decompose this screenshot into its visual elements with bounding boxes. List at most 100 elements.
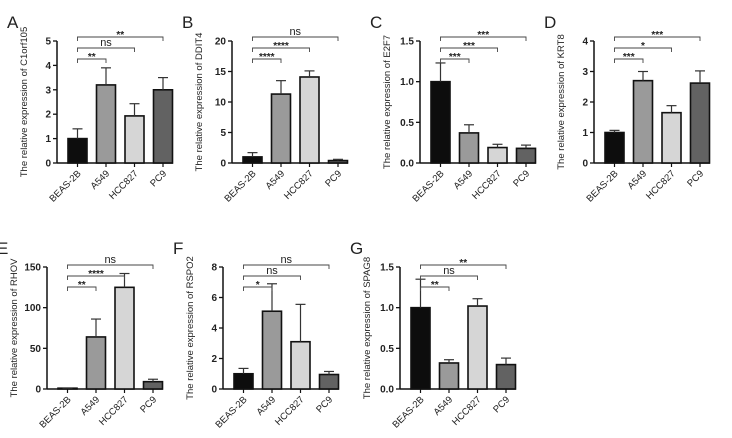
bar-pc9 (327, 159, 349, 164)
bar-beas-2b (604, 131, 625, 164)
y-tick-label: 1.5 (380, 263, 394, 274)
significance-bracket (420, 264, 507, 269)
y-tick-label: 0 (582, 159, 588, 170)
y-tick-label: 2 (45, 110, 51, 121)
panel-label: C (370, 13, 382, 32)
significance-label: ** (88, 52, 96, 63)
bar-a549 (458, 132, 480, 164)
significance-bracket (243, 264, 330, 269)
y-tick-label: 3 (45, 85, 51, 96)
significance-bracket (440, 47, 498, 52)
y-tick-label: 0 (211, 385, 217, 396)
x-tick-label: A549 (255, 394, 278, 417)
significance-bracket (67, 286, 97, 291)
y-tick-label: 2 (582, 98, 588, 109)
significance-label: *** (477, 30, 489, 41)
x-tick-label: BEAS-2B (222, 168, 258, 204)
significance-label: ** (431, 280, 439, 291)
significance-label: ** (116, 30, 124, 41)
y-axis-label: The relative expression of KRT8 (556, 34, 567, 170)
x-tick-label: BEAS-2B (584, 168, 620, 204)
significance-bracket (614, 58, 644, 63)
significance-label: ns (289, 26, 301, 38)
significance-bracket (67, 264, 154, 269)
significance-label: **** (259, 52, 275, 63)
y-tick-label: 4 (582, 37, 588, 48)
significance-bracket (243, 275, 301, 280)
significance-label: ns (280, 254, 292, 266)
bar-beas-2b (67, 137, 88, 164)
panel-label: A (7, 13, 19, 32)
bar-hcc827 (661, 111, 682, 164)
x-tick-label: PC9 (148, 168, 169, 189)
y-tick-label: 0.5 (400, 118, 414, 129)
significance-label: *** (449, 52, 461, 63)
y-tick-label: 2 (211, 354, 217, 365)
panel-label: F (173, 239, 183, 258)
bar-pc9 (689, 82, 711, 164)
y-tick-label: 0.0 (400, 159, 414, 170)
bar-beas-2b (233, 372, 254, 390)
x-tick-label: BEAS-2B (390, 394, 426, 430)
bar-a549 (85, 336, 107, 390)
y-axis-label: The relative expression of DDIT4 (194, 33, 205, 172)
significance-label: * (256, 280, 260, 291)
significance-bracket (67, 275, 125, 280)
x-tick-label: HCC827 (273, 394, 307, 428)
significance-label: *** (623, 52, 635, 63)
significance-bracket (252, 36, 339, 41)
bar-hcc827 (114, 286, 135, 390)
panel-label: E (0, 239, 8, 258)
significance-bracket (440, 36, 527, 41)
y-axis-label: The relative expression of SPAG8 (362, 257, 373, 399)
x-tick-label: PC9 (323, 168, 344, 189)
bar-hcc827 (124, 115, 145, 164)
x-tick-label: A549 (452, 168, 475, 191)
significance-label: ns (104, 254, 116, 266)
bar-hcc827 (299, 76, 320, 164)
y-tick-label: 4 (211, 324, 217, 335)
x-tick-label: PC9 (511, 168, 532, 189)
y-tick-label: 8 (211, 263, 217, 274)
significance-label: **** (273, 41, 289, 52)
significance-label: ** (459, 258, 467, 269)
bar-pc9 (318, 373, 340, 390)
y-tick-label: 20 (215, 37, 227, 48)
bar-beas-2b (430, 80, 451, 164)
y-tick-label: 1.0 (380, 303, 394, 314)
significance-bracket (77, 47, 135, 52)
significance-bracket (252, 47, 310, 52)
significance-bracket (77, 58, 107, 63)
bar-pc9 (515, 147, 537, 164)
significance-bracket (440, 58, 470, 63)
significance-bracket (614, 47, 672, 52)
x-tick-label: PC9 (138, 394, 159, 415)
y-tick-label: 50 (30, 344, 42, 355)
y-tick-label: 5 (220, 128, 226, 139)
significance-label: ns (266, 265, 278, 277)
significance-bracket (252, 58, 282, 63)
y-tick-label: 0 (45, 159, 51, 170)
y-tick-label: 0 (220, 159, 226, 170)
significance-bracket (77, 36, 164, 41)
y-tick-label: 4 (45, 61, 51, 72)
significance-bracket (243, 286, 273, 291)
bar-a549 (261, 310, 283, 390)
significance-label: ** (78, 280, 86, 291)
x-tick-label: BEAS-2B (47, 168, 83, 204)
bar-a549 (632, 79, 654, 164)
significance-bracket (614, 36, 701, 41)
x-tick-label: A549 (626, 168, 649, 191)
y-tick-label: 5 (45, 37, 51, 48)
bar-pc9 (142, 380, 164, 390)
x-tick-label: PC9 (491, 394, 512, 415)
x-tick-label: HCC827 (282, 168, 316, 202)
x-tick-label: PC9 (314, 394, 335, 415)
y-tick-label: 1 (582, 128, 588, 139)
